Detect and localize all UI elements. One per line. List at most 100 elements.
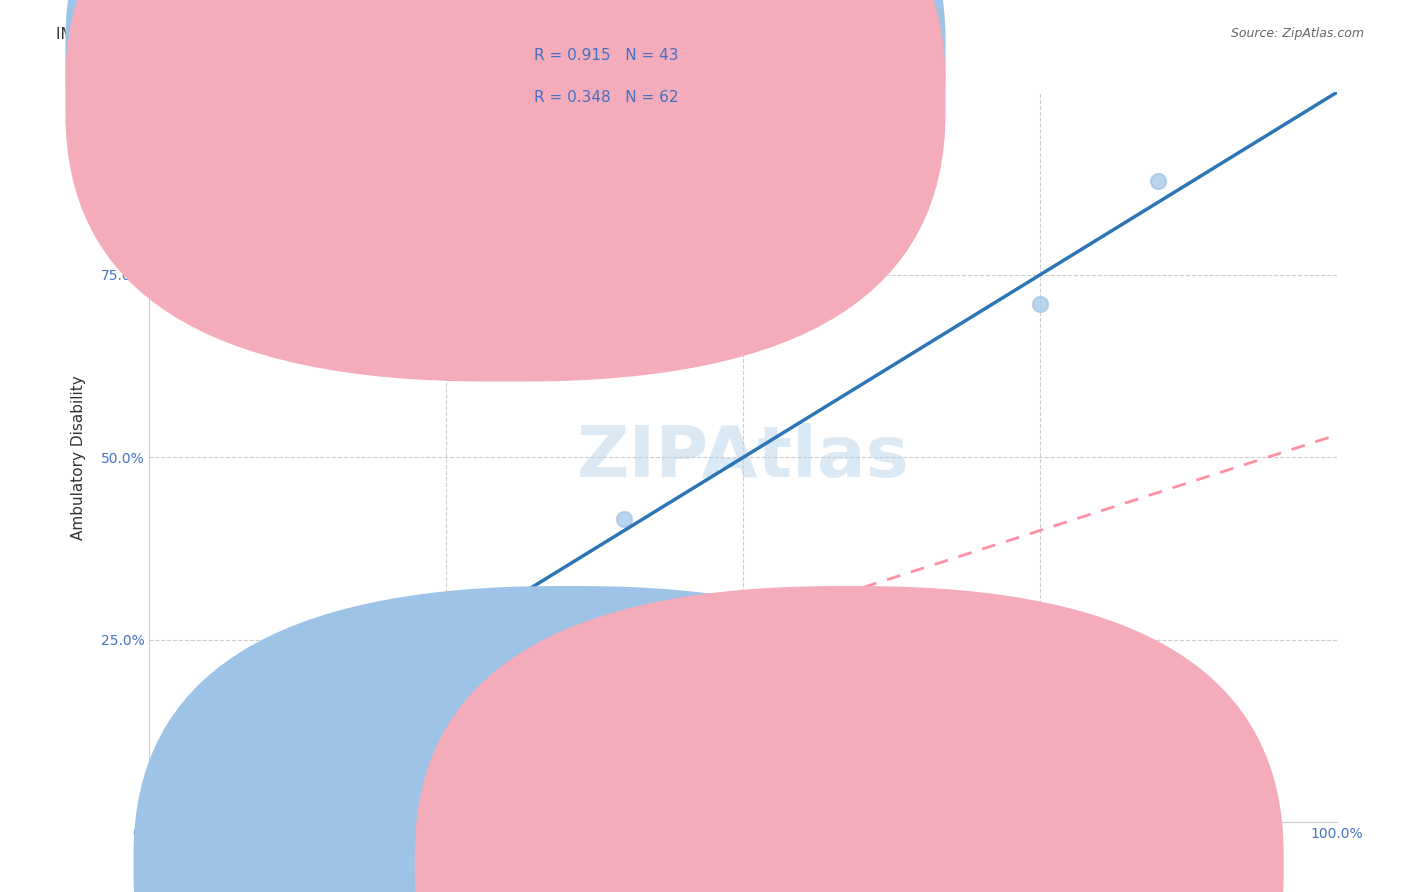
Point <box>172 795 194 809</box>
Point <box>149 810 172 824</box>
Point <box>145 814 167 829</box>
Point <box>160 801 183 815</box>
Point <box>155 814 177 829</box>
Point <box>148 807 170 822</box>
Text: □  Immigrants from Scotland: □ Immigrants from Scotland <box>844 855 1046 870</box>
Point <box>146 814 169 829</box>
Text: IMMIGRANTS FROM UKRAINE VS IMMIGRANTS FROM SCOTLAND AMBULATORY DISABILITY CORREL: IMMIGRANTS FROM UKRAINE VS IMMIGRANTS FR… <box>56 27 908 42</box>
Point <box>156 807 179 822</box>
Point <box>179 805 201 820</box>
Point <box>170 796 193 810</box>
Point <box>148 802 170 816</box>
Point <box>263 745 285 759</box>
Point <box>150 807 173 822</box>
Point <box>170 796 193 810</box>
Point <box>152 793 174 807</box>
Point <box>170 797 193 811</box>
Point <box>150 807 173 822</box>
Point <box>159 799 181 814</box>
Point <box>139 814 162 829</box>
Point <box>141 814 163 829</box>
Point <box>148 814 170 829</box>
Point <box>143 814 166 829</box>
Point <box>145 814 167 829</box>
Point <box>186 787 208 801</box>
Point <box>155 805 177 820</box>
Point <box>159 803 181 817</box>
Point <box>148 807 170 822</box>
Point <box>146 814 169 829</box>
Point <box>160 791 183 805</box>
Point <box>181 786 204 800</box>
Point <box>150 806 173 821</box>
Point <box>143 812 166 826</box>
Point <box>201 778 224 792</box>
Point <box>153 814 176 829</box>
Point <box>150 814 173 828</box>
Point <box>139 810 162 824</box>
Point <box>146 811 169 825</box>
Point <box>150 814 173 829</box>
Point <box>146 810 169 824</box>
Text: R = 0.915   N = 43: R = 0.915 N = 43 <box>534 48 679 62</box>
Point <box>176 814 198 829</box>
Point <box>152 807 174 822</box>
Point <box>150 811 173 825</box>
Text: R = 0.348   N = 62: R = 0.348 N = 62 <box>534 90 679 104</box>
Point <box>145 811 167 825</box>
Point <box>193 783 215 797</box>
Point <box>143 814 166 829</box>
Point <box>162 770 184 784</box>
Point <box>155 806 177 821</box>
Point <box>139 814 162 828</box>
Point <box>148 814 170 829</box>
Point <box>208 754 231 768</box>
Point <box>155 814 177 829</box>
Point <box>142 811 165 825</box>
Point <box>143 812 166 826</box>
Point <box>145 811 167 825</box>
Point <box>156 799 179 814</box>
Point <box>142 806 165 821</box>
Point <box>148 789 170 804</box>
Point <box>148 814 170 829</box>
Point <box>245 747 267 762</box>
Text: Immigrants from Scotland: Immigrants from Scotland <box>865 858 1046 872</box>
Point <box>142 814 165 829</box>
Point <box>162 772 184 787</box>
Point <box>141 814 163 828</box>
Point <box>145 757 167 772</box>
Point <box>145 811 167 825</box>
Point <box>150 814 173 828</box>
Point <box>190 807 212 822</box>
Point <box>162 810 184 824</box>
Point <box>152 814 174 829</box>
Point <box>159 808 181 822</box>
Point <box>157 814 180 829</box>
Point <box>145 772 167 786</box>
Point <box>1147 174 1170 188</box>
Text: ZIPAtlas: ZIPAtlas <box>576 423 910 491</box>
Point <box>165 799 187 814</box>
Point <box>141 814 163 829</box>
Text: Source: ZipAtlas.com: Source: ZipAtlas.com <box>1230 27 1364 40</box>
Y-axis label: Ambulatory Disability: Ambulatory Disability <box>72 375 86 540</box>
Point <box>197 777 219 791</box>
Point <box>1029 297 1052 311</box>
Point <box>209 775 232 789</box>
Point <box>141 800 163 814</box>
Point <box>159 814 181 829</box>
Point <box>245 749 267 764</box>
Point <box>148 813 170 827</box>
Point <box>169 790 191 805</box>
Point <box>174 804 197 818</box>
Point <box>152 814 174 829</box>
Point <box>145 814 167 829</box>
Point <box>155 803 177 817</box>
Point <box>156 792 179 806</box>
Point <box>172 767 194 781</box>
Point <box>145 814 167 829</box>
Point <box>145 814 167 829</box>
Text: Immigrants from Ukraine: Immigrants from Ukraine <box>583 858 758 872</box>
Point <box>148 795 170 809</box>
